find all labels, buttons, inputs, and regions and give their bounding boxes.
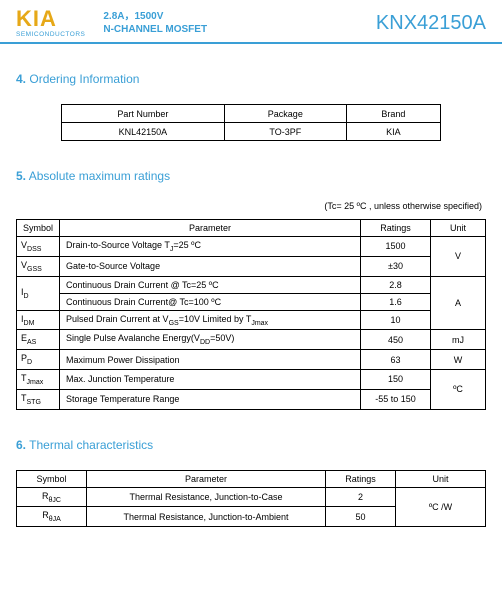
thermal-num: 6. (16, 438, 26, 452)
cell-rating: 63 (361, 350, 431, 370)
document-header: KIA SEMICONDUCTORS 2.8A，1500V N-CHANNEL … (0, 0, 502, 44)
cell-rating: 2 (326, 487, 396, 507)
table-row: IDContinuous Drain Current @ Tc=25 ºC2.8… (17, 276, 486, 293)
table-row: TJmaxMax. Junction Temperature150ºC (17, 369, 486, 389)
table-row: EASSingle Pulse Avalanche Energy(VDD=50V… (17, 330, 486, 350)
table-row: Part Number Package Brand (62, 105, 441, 123)
cell-unit: V (431, 237, 486, 277)
ordering-num: 4. (16, 72, 26, 86)
desc-line-2: N-CHANNEL MOSFET (103, 23, 207, 36)
cell-symbol: PD (17, 350, 60, 370)
header-symbol: Symbol (17, 470, 87, 487)
cell-symbol: RθJA (17, 507, 87, 527)
cell-brand: KIA (346, 123, 440, 141)
cell-parameter: Thermal Resistance, Junction-to-Case (87, 487, 326, 507)
thermal-title-text: Thermal characteristics (29, 438, 153, 452)
cell-rating: 2.8 (361, 276, 431, 293)
cell-unit: ºC /W (396, 487, 486, 527)
cell-unit: W (431, 350, 486, 370)
cell-unit: A (431, 276, 486, 330)
ratings-num: 5. (16, 169, 26, 183)
ratings-note: (Tc= 25 ºC , unless otherwise specified) (16, 201, 486, 211)
cell-rating: 10 (361, 310, 431, 330)
header-unit: Unit (431, 220, 486, 237)
table-row: Continuous Drain Current@ Tc=100 ºC1.6 (17, 293, 486, 310)
ratings-table: Symbol Parameter Ratings Unit VDSSDrain-… (16, 219, 486, 410)
cell-part-number: KNL42150A (62, 123, 225, 141)
cell-parameter: Continuous Drain Current @ Tc=25 ºC (60, 276, 361, 293)
cell-parameter: Maximum Power Dissipation (60, 350, 361, 370)
header-ratings: Ratings (361, 220, 431, 237)
ratings-title-text: Absolute maximum ratings (29, 169, 170, 183)
cell-parameter: Gate-to-Source Voltage (60, 256, 361, 276)
header-unit: Unit (396, 470, 486, 487)
logo-text: KIA (16, 8, 57, 30)
ordering-section: 4. Ordering Information Part Number Pack… (0, 72, 502, 141)
desc-line-1: 2.8A，1500V (103, 10, 207, 23)
cell-package: TO-3PF (224, 123, 346, 141)
header-parameter: Parameter (60, 220, 361, 237)
header-symbol: Symbol (17, 220, 60, 237)
header-package: Package (224, 105, 346, 123)
thermal-title: 6. Thermal characteristics (16, 438, 486, 452)
header-parameter: Parameter (87, 470, 326, 487)
cell-unit: mJ (431, 330, 486, 350)
cell-parameter: Thermal Resistance, Junction-to-Ambient (87, 507, 326, 527)
table-row: PDMaximum Power Dissipation63W (17, 350, 486, 370)
cell-parameter: Storage Temperature Range (60, 389, 361, 409)
header-brand: Brand (346, 105, 440, 123)
cell-parameter: Max. Junction Temperature (60, 369, 361, 389)
ordering-title: 4. Ordering Information (16, 72, 486, 86)
cell-symbol: TJmax (17, 369, 60, 389)
ratings-title: 5. Absolute maximum ratings (16, 169, 486, 183)
table-row: KNL42150A TO-3PF KIA (62, 123, 441, 141)
cell-rating: 50 (326, 507, 396, 527)
cell-unit: ºC (431, 369, 486, 409)
table-row: VDSSDrain-to-Source Voltage TJ=25 ºC1500… (17, 237, 486, 257)
table-row: TSTGStorage Temperature Range-55 to 150 (17, 389, 486, 409)
header-part-number: Part Number (62, 105, 225, 123)
header-ratings: Ratings (326, 470, 396, 487)
table-header-row: Symbol Parameter Ratings Unit (17, 220, 486, 237)
cell-rating: -55 to 150 (361, 389, 431, 409)
table-header-row: Symbol Parameter Ratings Unit (17, 470, 486, 487)
cell-parameter: Single Pulse Avalanche Energy(VDD=50V) (60, 330, 361, 350)
cell-parameter: Pulsed Drain Current at VGS=10V Limited … (60, 310, 361, 330)
cell-rating: 450 (361, 330, 431, 350)
thermal-table: Symbol Parameter Ratings Unit RθJCTherma… (16, 470, 486, 528)
product-description: 2.8A，1500V N-CHANNEL MOSFET (103, 10, 207, 36)
cell-rating: ±30 (361, 256, 431, 276)
table-row: IDMPulsed Drain Current at VGS=10V Limit… (17, 310, 486, 330)
ordering-table: Part Number Package Brand KNL42150A TO-3… (61, 104, 441, 141)
cell-symbol: VGSS (17, 256, 60, 276)
cell-parameter: Drain-to-Source Voltage TJ=25 ºC (60, 237, 361, 257)
table-row: VGSSGate-to-Source Voltage±30 (17, 256, 486, 276)
cell-symbol: IDM (17, 310, 60, 330)
cell-rating: 1.6 (361, 293, 431, 310)
logo-subtext: SEMICONDUCTORS (16, 31, 85, 38)
cell-parameter: Continuous Drain Current@ Tc=100 ºC (60, 293, 361, 310)
cell-symbol: TSTG (17, 389, 60, 409)
cell-symbol: VDSS (17, 237, 60, 257)
logo-block: KIA SEMICONDUCTORS (16, 8, 85, 38)
cell-rating: 1500 (361, 237, 431, 257)
cell-symbol: RθJC (17, 487, 87, 507)
part-number-title: KNX42150A (376, 12, 486, 35)
cell-symbol: ID (17, 276, 60, 310)
thermal-section: 6. Thermal characteristics Symbol Parame… (0, 438, 502, 528)
ordering-title-text: Ordering Information (29, 72, 139, 86)
cell-symbol: EAS (17, 330, 60, 350)
cell-rating: 150 (361, 369, 431, 389)
ratings-section: 5. Absolute maximum ratings (Tc= 25 ºC ,… (0, 169, 502, 410)
table-row: RθJCThermal Resistance, Junction-to-Case… (17, 487, 486, 507)
